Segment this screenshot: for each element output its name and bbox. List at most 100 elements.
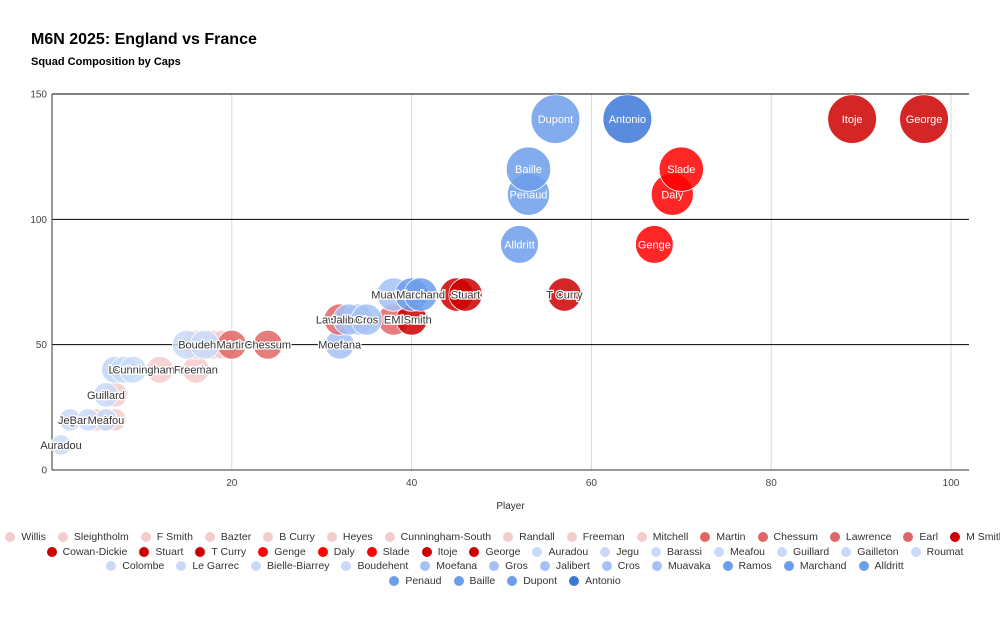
data-label: M Smith xyxy=(391,315,431,327)
legend-item: Bazter xyxy=(204,531,252,544)
legend-swatch xyxy=(651,561,662,572)
legend-item: Chessum xyxy=(757,531,818,544)
legend-label: Cowan-Dickie xyxy=(62,545,128,558)
data-label: Cunningham-South xyxy=(112,365,207,377)
legend-item: Heyes xyxy=(326,531,373,544)
legend-row: Cowan-Dickie Stuart T Curry Genge Daly Slade I… xyxy=(40,545,970,560)
data-point xyxy=(827,94,877,144)
legend-swatch xyxy=(317,546,328,557)
data-point xyxy=(119,355,147,384)
legend-swatch xyxy=(503,532,514,543)
legend-item: Willis xyxy=(5,531,46,543)
legend-label: Earl xyxy=(919,531,939,544)
legend-label: Gailleton xyxy=(857,545,899,558)
legend-label: Chessum xyxy=(773,531,818,544)
data-point xyxy=(189,329,220,360)
data-label: Le Garrec xyxy=(108,365,157,377)
legend-swatch xyxy=(251,561,262,572)
legend-label: Cunningham-South xyxy=(400,531,492,544)
legend-item: Earl xyxy=(903,531,938,543)
legend-swatch xyxy=(569,575,580,586)
legend-label: Roumat xyxy=(926,545,964,558)
legend-swatch xyxy=(532,546,543,557)
legend-item: Gailleton xyxy=(841,545,899,558)
legend-label: Daly xyxy=(333,545,355,558)
legend-swatch xyxy=(566,532,577,543)
legend-swatch xyxy=(366,546,377,557)
legend-label: Dupont xyxy=(523,574,558,587)
legend-item: Moefana xyxy=(420,560,477,572)
legend-label: Alldritt xyxy=(874,560,904,573)
x-tick-label: 20 xyxy=(226,478,238,489)
legend-swatch xyxy=(263,532,274,543)
data-point xyxy=(403,277,438,312)
legend-swatch xyxy=(57,532,68,543)
legend-item: Genge xyxy=(258,546,306,558)
legend-swatch xyxy=(489,561,500,572)
legend-item: Cros xyxy=(601,560,640,572)
legend-swatch xyxy=(176,561,187,572)
legend-label: Slade xyxy=(382,545,410,558)
data-label: Marchand xyxy=(396,290,445,302)
data-label: Meafou xyxy=(88,415,125,427)
legend-swatch xyxy=(139,546,150,557)
chart-subtitle: Squad Composition by Caps xyxy=(31,56,181,68)
chart-title: M6N 2025: England vs France xyxy=(31,31,257,48)
legend-swatch xyxy=(326,532,337,543)
legend-item: Sleightholm xyxy=(57,531,129,543)
legend-item: Marchand xyxy=(783,560,847,572)
legend-swatch xyxy=(700,532,711,543)
data-label: Cros xyxy=(355,315,379,327)
legend-item: Slade xyxy=(366,545,410,558)
data-point xyxy=(93,382,119,408)
legend-item: Auradou xyxy=(532,546,588,558)
legend-item: Cowan-Dickie xyxy=(46,545,128,558)
y-tick-label: 50 xyxy=(36,340,48,351)
legend-item: Lawrence xyxy=(829,531,891,543)
data-label: Daly xyxy=(661,189,684,201)
legend-label: Meafou xyxy=(729,545,766,558)
legend-label: Heyes xyxy=(342,531,373,544)
legend-label: Bazter xyxy=(220,531,252,544)
legend-swatch xyxy=(204,532,215,543)
legend-swatch xyxy=(258,546,269,557)
legend-swatch xyxy=(777,546,788,557)
legend-label: Martin xyxy=(716,531,746,544)
legend-item: T Curry xyxy=(195,546,246,558)
data-label: Jegu xyxy=(58,415,82,427)
legend-item: Alldritt xyxy=(858,560,904,573)
legend-swatch xyxy=(600,546,611,557)
legend-label: Barassi xyxy=(666,545,702,558)
data-point xyxy=(350,303,383,336)
legend-swatch xyxy=(539,561,550,572)
data-label: Moefana xyxy=(318,340,362,352)
legend-swatch xyxy=(757,532,768,543)
data-point xyxy=(602,94,653,144)
data-label: Lawrence xyxy=(316,315,364,327)
legend-label: B Curry xyxy=(279,531,315,544)
legend-label: Gros xyxy=(505,560,528,573)
legend-item: Freeman xyxy=(566,531,625,543)
legend-swatch xyxy=(829,532,840,543)
legend-label: Randall xyxy=(519,531,555,544)
legend-swatch xyxy=(384,532,395,543)
legend-item: Itoje xyxy=(421,546,457,558)
legend-swatch xyxy=(420,561,431,572)
data-label: Barassi xyxy=(70,415,107,427)
legend-item: Muavaka xyxy=(651,560,711,572)
legend-label: T Curry xyxy=(211,545,247,558)
legend-item: George xyxy=(469,546,520,558)
legend-item: M Smith xyxy=(950,531,1000,543)
legend-swatch xyxy=(453,575,464,586)
legend-swatch xyxy=(421,546,432,557)
data-point xyxy=(50,434,72,456)
legend-label: F Smith xyxy=(156,531,193,544)
legend-item: Stuart xyxy=(139,546,183,558)
legend-item: Colombe xyxy=(106,560,164,572)
legend-swatch xyxy=(650,546,661,557)
chart-legend: Willis Sleightholm F Smith Bazter B Curry Hey… xyxy=(5,530,1000,589)
legend-row: Penaud Baille Dupont Antonio xyxy=(40,574,970,589)
data-label: George xyxy=(906,114,943,126)
legend-swatch xyxy=(140,532,151,543)
legend-item: Mitchell xyxy=(636,531,688,543)
